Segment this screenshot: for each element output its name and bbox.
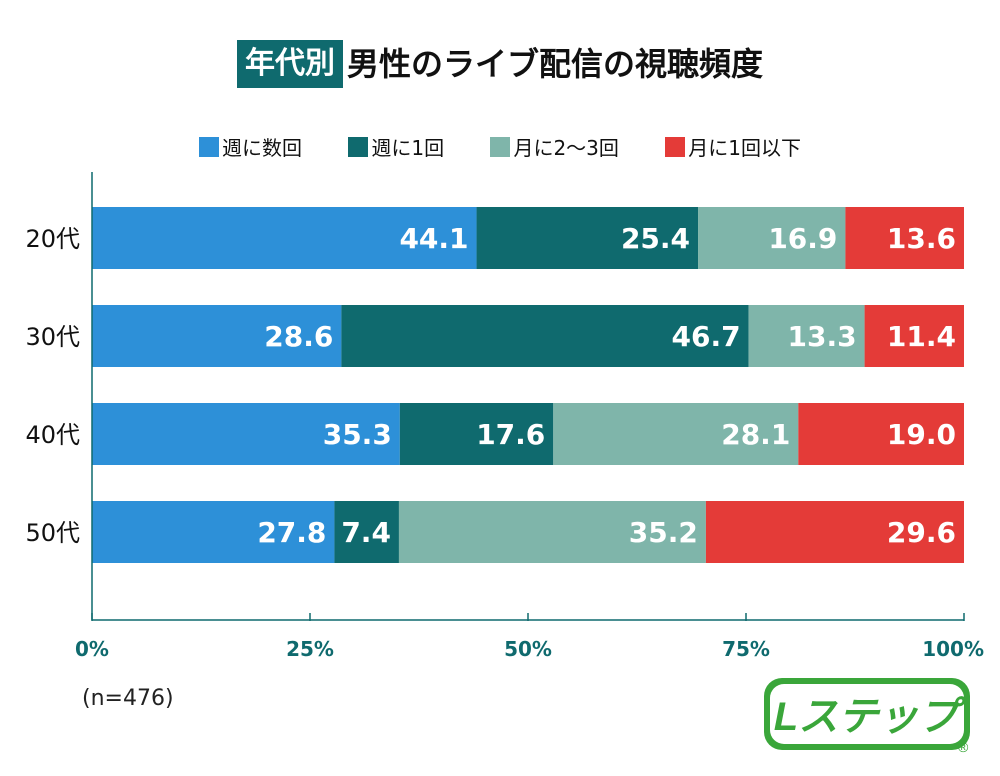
chart-title: 年代別 男性のライブ配信の視聴頻度 [0, 40, 1000, 88]
data-label: 35.3 [323, 418, 392, 451]
data-label: 35.2 [629, 516, 698, 549]
data-label: 19.0 [887, 418, 956, 451]
data-label: 29.6 [887, 516, 956, 549]
sample-size-note: (n=476) [82, 686, 174, 711]
lstep-logo: Lステップ ® [764, 678, 970, 755]
category-label: 30代 [25, 323, 80, 351]
data-label: 27.8 [257, 516, 326, 549]
data-label: 16.9 [768, 222, 837, 255]
bar-segment [399, 403, 554, 465]
bar-segment [92, 403, 400, 465]
data-label: 13.6 [887, 222, 956, 255]
bar-segment [476, 207, 699, 269]
category-label: 20代 [25, 225, 80, 253]
bar-segment [341, 305, 749, 367]
bar-segment [553, 403, 799, 465]
logo-registered-mark: ® [958, 739, 969, 755]
category-label: 40代 [25, 421, 80, 449]
legend-label-3: 月に2〜3回 [513, 136, 619, 160]
x-tick-label: 0% [75, 637, 109, 661]
bar-segment [698, 207, 846, 269]
legend-swatch-4 [665, 136, 686, 157]
x-tick-label: 25% [286, 637, 334, 661]
legend-label-1: 週に数回 [222, 136, 302, 160]
bar-segment [92, 305, 342, 367]
bar-segment [845, 207, 964, 269]
legend-swatch-1 [199, 136, 219, 157]
data-label: 46.7 [672, 320, 741, 353]
legend-item-4: 月に1回以下 [665, 132, 801, 161]
x-tick-label: 75% [722, 637, 770, 661]
category-label: 50代 [25, 519, 80, 547]
data-label: 11.4 [887, 320, 956, 353]
x-tick-label: 100% [922, 637, 984, 661]
bar-segment [798, 403, 964, 465]
legend-item-2: 週に1回 [348, 132, 444, 161]
legend-swatch-2 [348, 136, 369, 157]
bar-segment [334, 501, 399, 563]
data-label: 7.4 [341, 516, 391, 549]
bar-segment [92, 501, 335, 563]
data-label: 28.1 [721, 418, 790, 451]
legend-label-2: 週に1回 [371, 136, 445, 160]
bar-segment [398, 501, 706, 563]
bar-segment [705, 501, 964, 563]
data-label: 17.6 [476, 418, 545, 451]
data-label: 44.1 [399, 222, 468, 255]
legend-label-4: 月に1回以下 [688, 136, 801, 160]
title-badge: 年代別 [236, 40, 343, 88]
legend-item-3: 月に2〜3回 [490, 132, 619, 161]
legend: 週に数回 週に1回 月に2〜3回 月に1回以下 [0, 132, 1000, 161]
title-main: 男性のライブ配信の視聴頻度 [346, 45, 763, 83]
bar-segment [92, 207, 477, 269]
x-tick-label: 50% [504, 637, 552, 661]
logo-text: Lステップ [774, 695, 966, 739]
bar-segment [748, 305, 865, 367]
bar-segment [864, 305, 964, 367]
legend-swatch-3 [490, 136, 511, 157]
legend-item-1: 週に数回 [199, 132, 302, 161]
data-label: 13.3 [787, 320, 856, 353]
data-label: 25.4 [621, 222, 690, 255]
data-label: 28.6 [264, 320, 333, 353]
